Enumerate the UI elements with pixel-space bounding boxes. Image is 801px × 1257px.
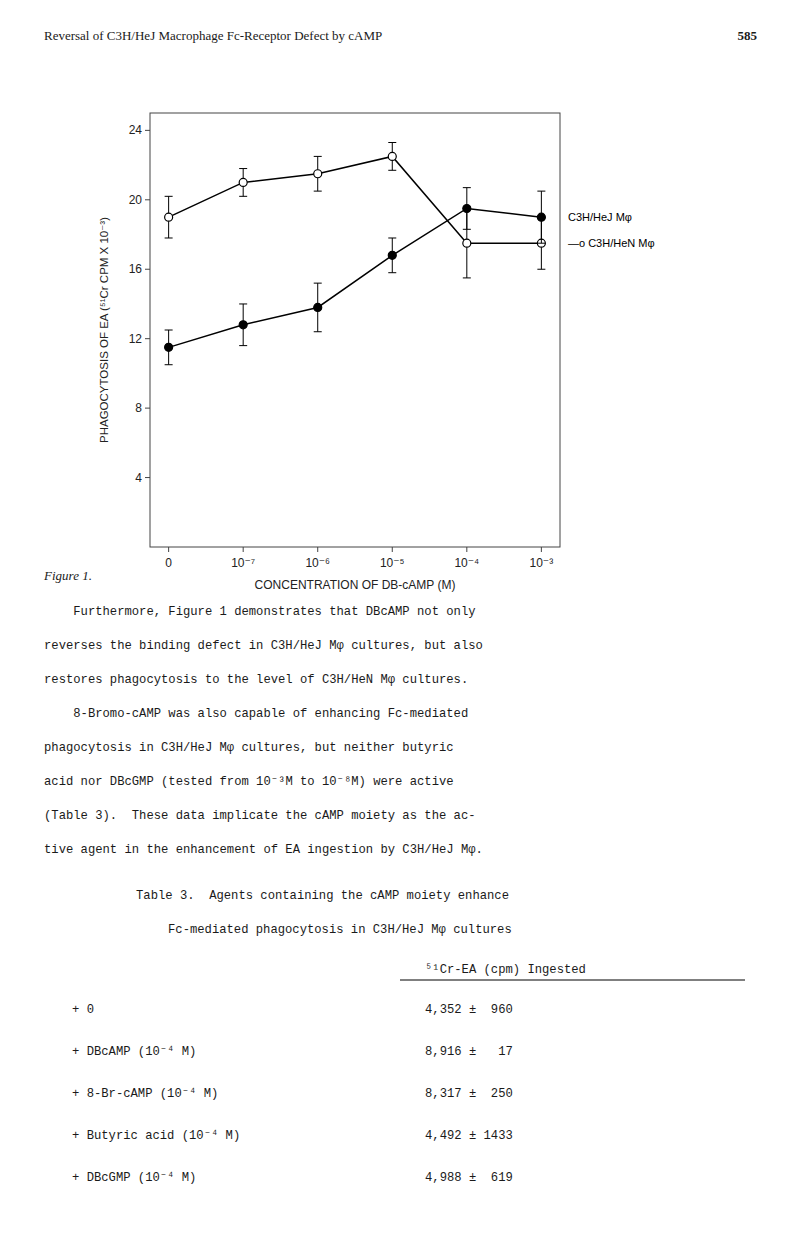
data-point — [239, 321, 247, 329]
table-cell: + Butyric acid (10⁻⁴ M) — [72, 1129, 240, 1143]
series-line — [169, 208, 542, 347]
table-rule — [400, 980, 745, 981]
error-bar — [314, 156, 322, 191]
body-text: 8-Bromo-cAMP was also capable of enhanci… — [44, 707, 468, 721]
y-tick-label: 16 — [129, 262, 143, 276]
x-tick — [541, 547, 542, 552]
series — [165, 188, 546, 365]
data-point — [463, 239, 471, 247]
y-tick — [145, 477, 150, 478]
y-tick — [145, 199, 150, 200]
table-cell: 4,352 ± 960 — [425, 1003, 513, 1017]
series-label: C3H/HeJ Mφ — [568, 211, 632, 223]
data-point — [239, 178, 247, 186]
body-text: phagocytosis in C3H/HeJ Mφ cultures, but… — [44, 741, 454, 755]
data-point — [165, 213, 173, 221]
table-cell: 8,916 ± 17 — [425, 1045, 513, 1059]
table-title: Table 3. Agents containing the cAMP moie… — [136, 889, 509, 903]
y-tick-label: 12 — [129, 332, 143, 346]
y-tick — [145, 408, 150, 409]
y-tick — [145, 338, 150, 339]
table-cell: 4,492 ± 1433 — [425, 1129, 513, 1143]
table-cell: + DBcGMP (10⁻⁴ M) — [72, 1171, 196, 1185]
table-cell: 4,988 ± 619 — [425, 1171, 513, 1185]
x-tick — [317, 547, 318, 552]
y-tick — [145, 130, 150, 131]
x-tick — [168, 547, 169, 552]
body-text: restores phagocytosis to the level of C3… — [44, 673, 468, 687]
x-tick-label: 10⁻³ — [530, 556, 554, 570]
table-header: ⁵¹Cr-EA (cpm) Ingested — [425, 963, 586, 977]
error-bar — [165, 330, 173, 365]
x-tick-label: 10⁻⁴ — [454, 556, 479, 570]
x-axis-label: CONCENTRATION OF DB-cAMP (M) — [255, 578, 456, 592]
x-tick-label: 10⁻⁵ — [380, 556, 405, 570]
data-point — [463, 204, 471, 212]
data-point — [165, 343, 173, 351]
y-tick-label: 24 — [129, 123, 143, 137]
x-tick — [466, 547, 467, 552]
x-tick-label: 10⁻⁷ — [231, 556, 255, 570]
error-bar — [537, 191, 545, 243]
table-cell: 8,317 ± 250 — [425, 1087, 513, 1101]
data-point — [314, 303, 322, 311]
body-text: (Table 3). These data implicate the cAMP… — [44, 809, 476, 823]
table-cell: + 8-Br-cAMP (10⁻⁴ M) — [72, 1087, 218, 1101]
page-header: Reversal of C3H/HeJ Macrophage Fc-Recept… — [44, 28, 382, 43]
table-subtitle: Fc-mediated phagocytosis in C3H/HeJ Mφ c… — [168, 923, 512, 937]
series-label: —o C3H/HeN Mφ — [568, 237, 655, 249]
data-point — [388, 152, 396, 160]
error-bar — [314, 283, 322, 332]
x-tick — [392, 547, 393, 552]
body-text: tive agent in the enhancement of EA inge… — [44, 843, 483, 857]
x-tick — [243, 547, 244, 552]
body-text: Furthermore, Figure 1 demonstrates that … — [44, 605, 476, 619]
page: Reversal of C3H/HeJ Macrophage Fc-Recept… — [0, 0, 801, 1257]
table-cell: + DBcAMP (10⁻⁴ M) — [72, 1045, 196, 1059]
data-point — [537, 213, 545, 221]
error-bar — [239, 304, 247, 346]
chart: 4 8 12 16 20 24 0 10⁻⁷ 10⁻⁶ 10⁻⁵ 10⁻⁴ 10⁻³ CONCENTRA… — [98, 113, 655, 592]
plot-marks — [165, 143, 546, 365]
body-text: acid nor DBcGMP (tested from 10⁻³M to 10… — [44, 775, 454, 789]
body-text: reverses the binding defect in C3H/HeJ M… — [44, 639, 483, 653]
series-line — [169, 156, 542, 243]
error-bar — [165, 196, 173, 238]
y-tick-label: 8 — [135, 401, 142, 415]
y-tick-label: 4 — [135, 471, 142, 485]
data-point — [388, 251, 396, 259]
error-bar — [388, 238, 396, 273]
y-tick-label: 20 — [129, 193, 143, 207]
page-number: 585 — [738, 28, 758, 43]
y-tick — [145, 269, 150, 270]
error-bar — [239, 169, 247, 197]
data-point — [314, 170, 322, 178]
table-cell: + 0 — [72, 1003, 94, 1017]
series — [165, 143, 546, 278]
error-bar — [463, 188, 471, 230]
error-bar — [388, 143, 396, 171]
plot-frame — [150, 113, 560, 547]
x-tick-label: 10⁻⁶ — [305, 556, 330, 570]
y-axis-label: PHAGOCYTOSIS OF EA (⁵¹Cr CPM X 10⁻³) — [98, 217, 110, 443]
x-tick-label: 0 — [165, 556, 172, 570]
figure-label: Figure 1. — [43, 568, 92, 583]
